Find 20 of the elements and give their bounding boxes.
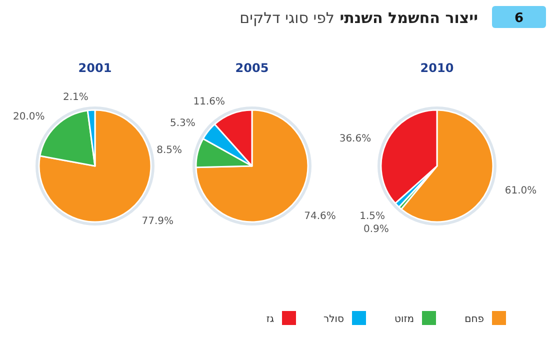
data-label: 2.1% (62, 92, 88, 104)
data-label: 20.0% (12, 111, 45, 122)
legend-label: סולר (323, 314, 344, 325)
data-label: 74.6% (304, 210, 336, 222)
data-label: 61.0% (504, 186, 537, 197)
legend-label: פחם (464, 314, 484, 325)
data-label: 5.3% (170, 118, 196, 130)
data-label: 0.9% (363, 224, 389, 236)
legend-label: גז (266, 314, 274, 325)
text: ייצור החשמל השנתי לפי סוגי דלקים (240, 9, 478, 27)
data-label: 77.9% (142, 216, 174, 227)
data-label: 8.5% (156, 145, 182, 156)
chart-title: 2010 (420, 61, 454, 75)
text: 6 (514, 11, 524, 26)
chart-title: 2005 (235, 61, 269, 75)
data-label: 11.6% (193, 96, 226, 108)
legend-label: מזוט (394, 314, 414, 325)
data-label: 1.5% (360, 211, 386, 222)
data-label: 36.6% (339, 133, 372, 144)
chart-title: 2001 (78, 61, 112, 75)
